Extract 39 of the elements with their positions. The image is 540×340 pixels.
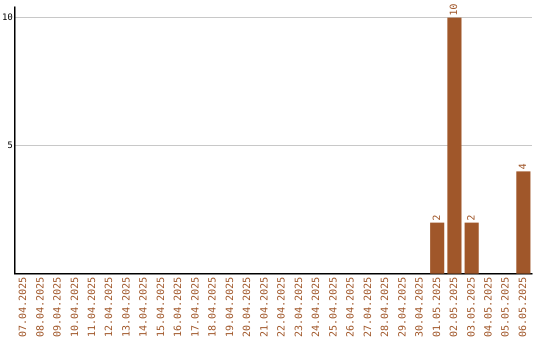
bar — [447, 18, 462, 274]
x-tick-label: 08.04.2025 — [35, 276, 46, 338]
x-tick-label: 20.04.2025 — [242, 276, 254, 338]
x-tick-label: 17.04.2025 — [190, 276, 202, 338]
data-label: 10 — [449, 4, 460, 16]
data-label: 2 — [466, 214, 478, 221]
x-tick-label: 29.04.2025 — [397, 276, 408, 338]
bar — [430, 222, 444, 274]
x-tick-label: 28.04.2025 — [380, 276, 392, 338]
x-tick-label: 11.04.2025 — [87, 276, 98, 338]
x-tick-label: 14.04.2025 — [138, 276, 150, 338]
x-tick-label: 09.04.2025 — [52, 276, 64, 338]
x-tick-label: 02.05.2025 — [449, 276, 460, 338]
x-tick-label: 01.05.2025 — [432, 276, 443, 338]
x-tick-label: 22.04.2025 — [276, 276, 288, 338]
x-tick-label: 21.04.2025 — [259, 276, 270, 338]
data-label: 2 — [432, 214, 443, 221]
x-tick-label: 13.04.2025 — [121, 276, 132, 338]
y-tick-label: 5 — [7, 141, 13, 152]
x-tick-label: 18.04.2025 — [208, 276, 219, 338]
bar — [516, 171, 530, 274]
x-tick-label: 15.04.2025 — [156, 276, 167, 338]
x-tick-label: 26.04.2025 — [346, 276, 357, 338]
x-tick-label: 03.05.2025 — [466, 276, 478, 338]
x-tick-label: 24.04.2025 — [311, 276, 322, 338]
x-tick-label: 07.04.2025 — [18, 276, 30, 338]
x-tick-label: 16.04.2025 — [173, 276, 184, 338]
bar — [464, 222, 479, 274]
x-tick-label: 05.05.2025 — [500, 276, 512, 338]
x-tick-label: 04.05.2025 — [483, 276, 494, 338]
x-tick-label: 27.04.2025 — [362, 276, 374, 338]
x-tick-label: 30.04.2025 — [414, 276, 426, 338]
data-label: 4 — [518, 163, 529, 170]
x-tick-label: 06.05.2025 — [518, 276, 529, 338]
x-tick-label: 19.04.2025 — [224, 276, 236, 338]
x-tick-label: 10.04.2025 — [70, 276, 81, 338]
x-tick-label: 12.04.2025 — [104, 276, 116, 338]
x-tick-label: 25.04.2025 — [328, 276, 340, 338]
x-tick-label: 23.04.2025 — [294, 276, 305, 338]
